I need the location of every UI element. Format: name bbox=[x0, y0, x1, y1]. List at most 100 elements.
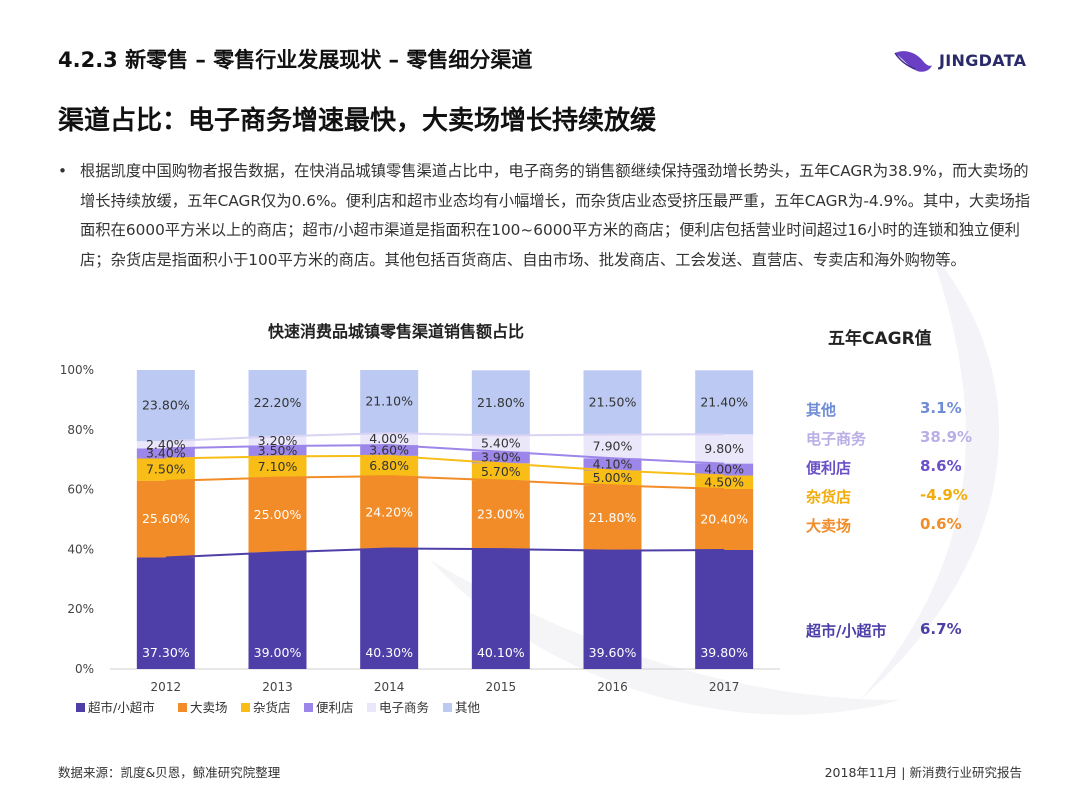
bar-segment-超市/小超市-2016 bbox=[583, 550, 642, 669]
bar-segment-便利店-2013 bbox=[248, 445, 307, 457]
bar-segment-便利店-2012 bbox=[136, 448, 195, 459]
bar-segment-其他-2016 bbox=[583, 370, 642, 435]
y-tick-label: 80% bbox=[67, 423, 94, 437]
bar-segment-杂货店-2013 bbox=[248, 456, 307, 478]
bar-segment-大卖场-2013 bbox=[248, 477, 307, 553]
jingdata-logo: JINGDATA bbox=[893, 42, 1026, 78]
section-title: 4.2.3 新零售 – 零售行业发展现状 – 零售细分渠道 bbox=[58, 48, 533, 72]
series-line-便利店 bbox=[165, 444, 725, 465]
data-label-杂货店: 5.70% bbox=[481, 464, 521, 479]
cagr-name: 电子商务 bbox=[806, 430, 867, 448]
cagr-value: 8.6% bbox=[920, 457, 962, 475]
legend-swatch-超市/小超市 bbox=[76, 703, 85, 712]
bar-segment-超市/小超市-2017 bbox=[695, 549, 754, 669]
data-label-电子商务: 5.40% bbox=[481, 436, 521, 451]
legend-label: 大卖场 bbox=[190, 700, 228, 715]
legend-swatch-电子商务 bbox=[367, 703, 376, 712]
bar-segment-其他-2015 bbox=[471, 370, 530, 436]
legend-swatch-杂货店 bbox=[241, 703, 250, 712]
x-tick-label: 2012 bbox=[151, 680, 182, 694]
cagr-value: 3.1% bbox=[920, 399, 962, 417]
data-label-电子商务: 9.80% bbox=[704, 441, 744, 456]
series-line-电子商务 bbox=[165, 432, 725, 443]
x-tick-label: 2013 bbox=[262, 680, 293, 694]
data-label-电子商务: 4.00% bbox=[369, 431, 409, 446]
bar-segment-便利店-2017 bbox=[695, 463, 754, 476]
legend-label: 便利店 bbox=[316, 700, 354, 715]
x-tick-label: 2014 bbox=[374, 680, 405, 694]
headline: 渠道占比：电子商务增速最快，大卖场增长持续放缓 bbox=[58, 106, 657, 136]
bar-segment-超市/小超市-2013 bbox=[248, 552, 307, 669]
legend-label: 电子商务 bbox=[379, 700, 429, 715]
cagr-value: 6.7% bbox=[920, 620, 962, 638]
bar-segment-其他-2013 bbox=[248, 370, 307, 437]
data-label-电子商务: 2.40% bbox=[146, 437, 186, 452]
bar-segment-大卖场-2016 bbox=[583, 485, 642, 551]
bar-segment-便利店-2015 bbox=[471, 451, 530, 464]
bar-segment-其他-2012 bbox=[136, 370, 195, 442]
cagr-name: 超市/小超市 bbox=[806, 622, 887, 640]
y-tick-label: 100% bbox=[60, 363, 94, 377]
cagr-value: 38.9% bbox=[920, 428, 973, 446]
legend-label: 杂货店 bbox=[253, 700, 291, 715]
bar-segment-杂货店-2017 bbox=[695, 475, 754, 490]
bar-segment-大卖场-2012 bbox=[136, 480, 195, 558]
data-label-大卖场: 21.80% bbox=[589, 510, 637, 525]
data-label-便利店: 3.60% bbox=[369, 442, 409, 457]
data-label-大卖场: 25.60% bbox=[142, 511, 190, 526]
data-label-便利店: 3.90% bbox=[481, 449, 521, 464]
data-label-电子商务: 7.90% bbox=[593, 438, 633, 453]
data-label-其他: 23.80% bbox=[142, 398, 190, 413]
x-tick-label: 2015 bbox=[486, 680, 517, 694]
bar-segment-电子商务-2013 bbox=[248, 436, 307, 446]
bar-segment-杂货店-2012 bbox=[136, 458, 195, 481]
cagr-name: 大卖场 bbox=[806, 517, 852, 535]
cagr-value: -4.9% bbox=[920, 486, 968, 504]
data-label-便利店: 4.00% bbox=[704, 462, 744, 477]
y-tick-label: 60% bbox=[67, 483, 94, 497]
description-text: 根据凯度中国购物者报告数据，在快消品城镇零售渠道占比中，电子商务的销售额继续保持… bbox=[80, 162, 1031, 269]
bar-segment-电子商务-2015 bbox=[471, 435, 530, 452]
bullet-marker: • bbox=[58, 162, 68, 180]
legend-swatch-大卖场 bbox=[178, 703, 187, 712]
bar-segment-杂货店-2016 bbox=[583, 470, 642, 486]
data-label-大卖场: 23.00% bbox=[477, 507, 525, 522]
cagr-name: 杂货店 bbox=[806, 488, 852, 506]
legend-label: 超市/小超市 bbox=[88, 700, 155, 715]
bar-segment-超市/小超市-2012 bbox=[136, 557, 195, 669]
data-source: 数据来源：凯度&贝恩，鲸准研究院整理 bbox=[58, 765, 281, 780]
cagr-title: 五年CAGR值 bbox=[828, 329, 932, 349]
data-label-超市/小超市: 40.30% bbox=[365, 645, 413, 660]
bar-segment-便利店-2014 bbox=[360, 445, 419, 456]
data-label-大卖场: 25.00% bbox=[254, 507, 302, 522]
bar-segment-超市/小超市-2014 bbox=[360, 548, 419, 669]
bar-segment-大卖场-2015 bbox=[471, 480, 530, 550]
data-label-超市/小超市: 40.10% bbox=[477, 645, 525, 660]
data-label-杂货店: 7.10% bbox=[258, 459, 298, 474]
description-paragraph: • 根据凯度中国购物者报告数据，在快消品城镇零售渠道占比中，电子商务的销售额继续… bbox=[58, 157, 1032, 275]
stacked-bar-chart: 0% 20% 40% 60% 80% 100% 2012 2013 2014 2015 2016 20… bbox=[60, 363, 780, 715]
legend-label: 其他 bbox=[455, 700, 481, 715]
data-label-杂货店: 4.50% bbox=[704, 474, 744, 489]
x-tick-label: 2017 bbox=[709, 680, 740, 694]
cagr-value: 0.6% bbox=[920, 515, 962, 533]
cagr-name: 其他 bbox=[806, 401, 837, 419]
data-label-便利店: 3.50% bbox=[258, 443, 298, 458]
data-label-杂货店: 6.80% bbox=[369, 458, 409, 473]
data-label-便利店: 4.10% bbox=[593, 456, 633, 471]
logo-text: JINGDATA bbox=[939, 50, 1027, 70]
bar-segment-电子商务-2014 bbox=[360, 433, 419, 446]
legend-swatch-便利店 bbox=[304, 703, 313, 712]
data-label-超市/小超市: 39.60% bbox=[589, 645, 637, 660]
x-tick-label: 2016 bbox=[597, 680, 628, 694]
data-label-超市/小超市: 37.30% bbox=[142, 645, 190, 660]
series-line-超市/小超市 bbox=[165, 547, 725, 559]
bar-segment-电子商务-2012 bbox=[136, 441, 195, 449]
data-label-大卖场: 20.40% bbox=[700, 512, 748, 527]
data-label-其他: 21.80% bbox=[477, 395, 525, 410]
data-label-其他: 21.10% bbox=[365, 394, 413, 409]
data-label-大卖场: 24.20% bbox=[365, 504, 413, 519]
bar-segment-杂货店-2014 bbox=[360, 455, 419, 477]
bar-segment-大卖场-2017 bbox=[695, 489, 754, 550]
data-label-超市/小超市: 39.00% bbox=[254, 645, 302, 660]
